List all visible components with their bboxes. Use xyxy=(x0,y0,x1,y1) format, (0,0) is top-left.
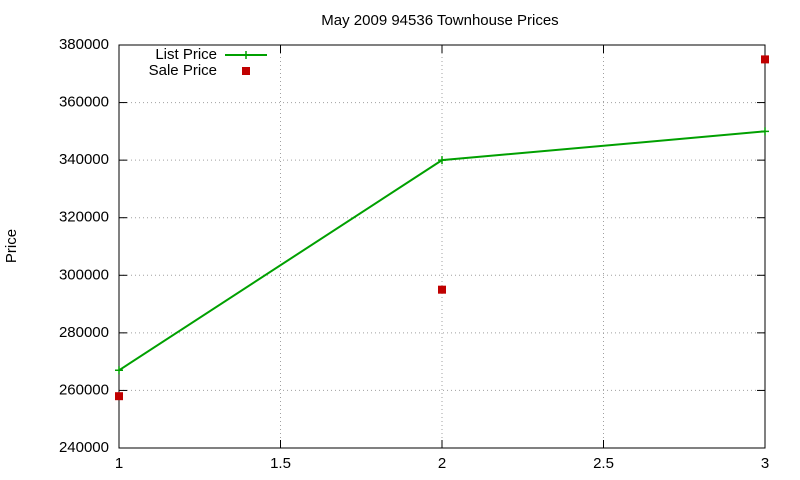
point-marker xyxy=(115,392,123,401)
plot-frame xyxy=(118,44,766,449)
y-tick-label: 260000 xyxy=(59,381,109,398)
y-axis-label: Price xyxy=(3,229,20,263)
chart-title: May 2009 94536 Townhouse Prices xyxy=(321,12,558,29)
y-tick-label: 320000 xyxy=(59,209,109,226)
point-marker xyxy=(761,55,769,64)
point-marker xyxy=(438,285,446,294)
x-tick-label: 2 xyxy=(438,455,446,472)
x-tick-label: 3 xyxy=(761,455,769,472)
x-tick-label: 2.5 xyxy=(593,455,614,472)
x-tick-label: 1 xyxy=(115,455,123,472)
y-tick-label: 240000 xyxy=(59,439,109,456)
x-tick-label: 1.5 xyxy=(270,455,291,472)
point-marker xyxy=(242,67,250,75)
legend-label: List Price xyxy=(155,46,217,63)
point-marker xyxy=(761,127,769,136)
series-line xyxy=(118,130,766,372)
y-tick-label: 360000 xyxy=(59,94,109,111)
y-tick-label: 340000 xyxy=(59,151,109,168)
point-marker xyxy=(438,156,446,165)
y-tick-label: 380000 xyxy=(59,36,109,53)
legend-label: Sale Price xyxy=(149,62,217,79)
point-marker xyxy=(242,51,250,59)
point-marker xyxy=(115,366,123,375)
y-tick-label: 300000 xyxy=(59,266,109,283)
y-tick-label: 280000 xyxy=(59,324,109,341)
